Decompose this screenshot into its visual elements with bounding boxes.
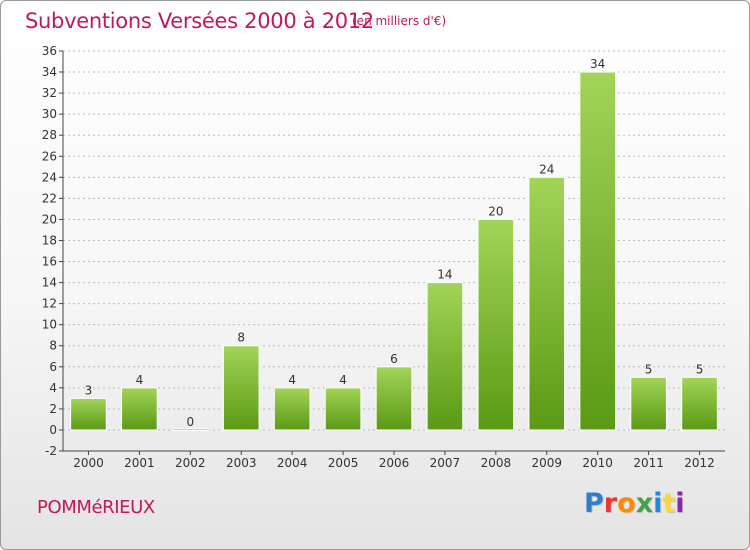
proxiti-logo: Proxiti — [584, 488, 685, 519]
y-tick-label: 34 — [42, 65, 57, 79]
bar-2002 — [171, 428, 209, 431]
y-tick-label: 28 — [42, 128, 57, 142]
x-tick-label-2002: 2002 — [175, 456, 206, 470]
data-label-2012: 5 — [696, 362, 704, 376]
x-tick-label-2010: 2010 — [582, 456, 613, 470]
bar-2006 — [375, 366, 413, 431]
x-tick-label-2008: 2008 — [481, 456, 512, 470]
bar-2003 — [222, 345, 260, 431]
data-label-2005: 4 — [339, 373, 347, 387]
bar-2004 — [273, 387, 311, 431]
y-tick-label: 24 — [42, 170, 57, 184]
x-tick-label-2004: 2004 — [277, 456, 308, 470]
y-tick-label: 0 — [49, 423, 57, 437]
data-label-2001: 4 — [136, 373, 144, 387]
y-tick-label: 4 — [49, 381, 57, 395]
bar-2005 — [324, 387, 362, 431]
bar-2010 — [579, 71, 617, 431]
data-label-2000: 3 — [85, 383, 93, 397]
x-tick-label-2007: 2007 — [430, 456, 461, 470]
y-tick-label: 10 — [42, 318, 57, 332]
y-tick-label: 14 — [42, 276, 57, 290]
data-label-2007: 14 — [437, 268, 452, 282]
y-tick-label: 18 — [42, 233, 57, 247]
bar-2000 — [70, 397, 107, 431]
y-tick-label: 16 — [42, 255, 57, 269]
y-tick-label: 36 — [42, 44, 57, 58]
logo-letter: o — [617, 488, 636, 519]
bar-2009 — [528, 176, 566, 431]
x-tick-label-2012: 2012 — [684, 456, 715, 470]
logo-letter: i — [675, 488, 685, 519]
logo-letter: x — [635, 488, 654, 519]
x-tick-label-2003: 2003 — [226, 456, 257, 470]
commune-name: POMMéRIEUX — [37, 497, 155, 518]
x-tick-label-2005: 2005 — [328, 456, 359, 470]
y-tick-label: 26 — [42, 149, 57, 163]
logo-letter: i — [653, 488, 663, 519]
data-label-2003: 8 — [237, 331, 245, 345]
x-tick-label-2006: 2006 — [379, 456, 410, 470]
logo-letter: r — [603, 488, 618, 519]
bar-2012 — [681, 376, 718, 431]
y-tick-label: 30 — [42, 107, 57, 121]
x-tick-label-2011: 2011 — [633, 456, 664, 470]
y-tick-label: 12 — [42, 297, 57, 311]
y-tick-label: 8 — [49, 339, 57, 353]
logo-letter: t — [662, 488, 676, 519]
data-label-2008: 20 — [488, 204, 503, 218]
bar-2008 — [477, 218, 515, 431]
y-tick-label: -2 — [45, 444, 57, 458]
bar-2001 — [121, 387, 158, 431]
bar-2007 — [426, 282, 464, 431]
x-tick-label-2001: 2001 — [124, 456, 155, 470]
bars — [70, 71, 718, 431]
x-axis-ticks: 2000 2001 2002 2003 2004 2005 2006 2007 2008 2009… — [73, 451, 715, 470]
x-tick-label-2009: 2009 — [531, 456, 562, 470]
bar-2011 — [630, 376, 667, 431]
y-tick-label: 32 — [42, 86, 57, 100]
data-label-2011: 5 — [645, 362, 653, 376]
data-label-2010: 34 — [590, 57, 605, 71]
y-tick-label: 22 — [42, 191, 57, 205]
data-label-2002: 0 — [186, 415, 194, 429]
data-label-2006: 6 — [390, 352, 398, 366]
x-tick-label-2000: 2000 — [73, 456, 104, 470]
data-label-2004: 4 — [288, 373, 296, 387]
y-tick-label: 2 — [49, 402, 57, 416]
y-tick-label: 20 — [42, 212, 57, 226]
data-label-2009: 24 — [539, 162, 554, 176]
chart-title: Subventions Versées 2000 à 2012 — [25, 9, 374, 33]
logo-letter: P — [584, 488, 604, 519]
y-tick-label: 6 — [49, 360, 57, 374]
unit-label: (en milliers d'€) — [352, 14, 447, 28]
